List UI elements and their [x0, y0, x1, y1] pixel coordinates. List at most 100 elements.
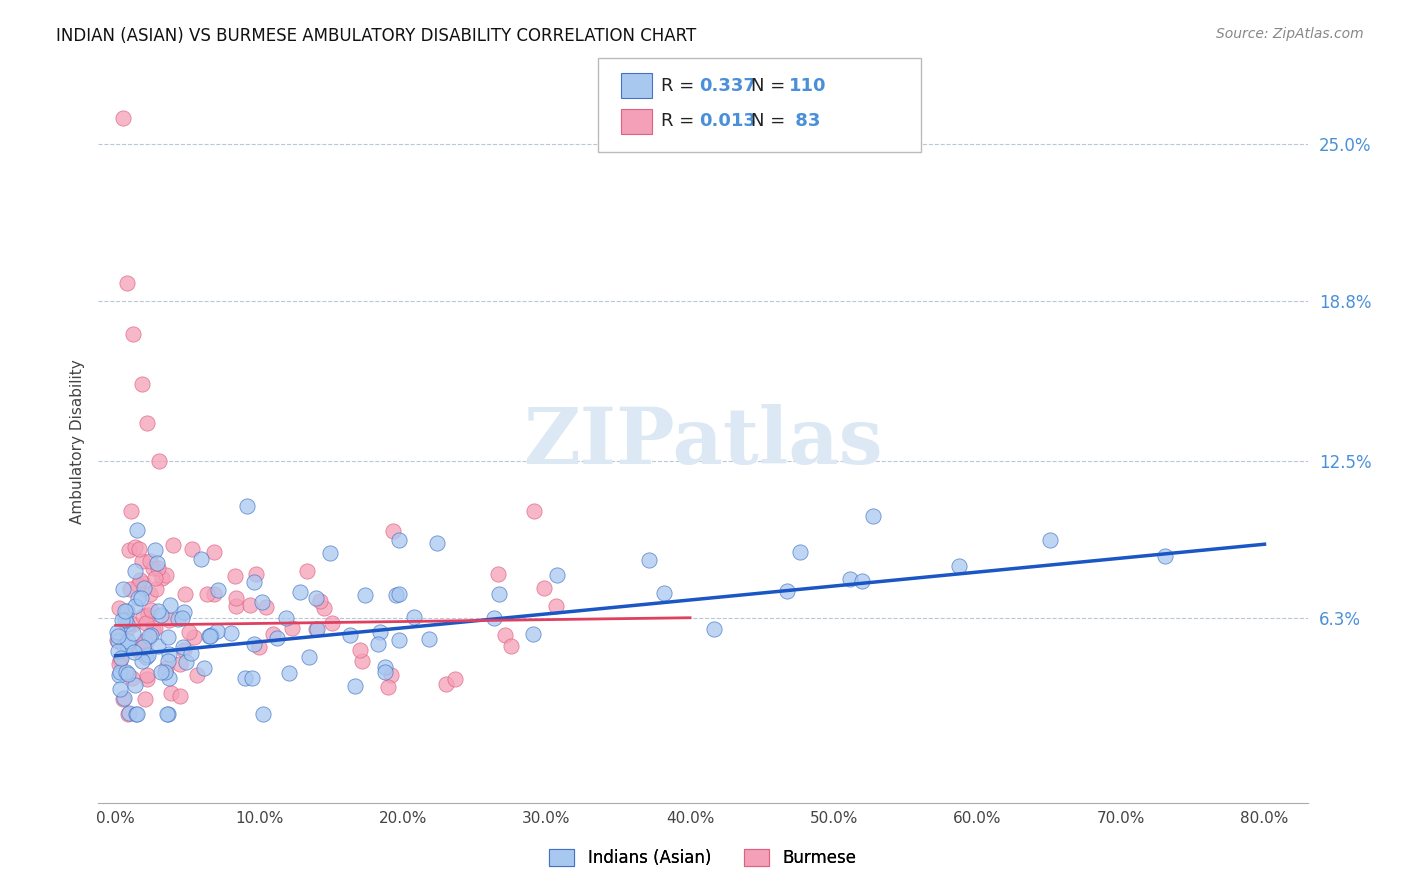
Point	[127, 578, 149, 592]
Point	[180, 646, 202, 660]
Point	[122, 645, 145, 659]
Point	[277, 666, 299, 681]
Point	[117, 634, 139, 648]
Point	[150, 571, 173, 585]
Point	[523, 504, 546, 518]
Point	[426, 536, 449, 550]
Point	[789, 545, 811, 559]
Point	[128, 643, 150, 657]
Point	[173, 643, 195, 657]
Point	[136, 672, 159, 686]
Point	[131, 554, 153, 568]
Point	[546, 599, 568, 613]
Point	[186, 668, 208, 682]
Point	[136, 648, 159, 663]
Point	[136, 416, 159, 430]
Point	[120, 582, 142, 597]
Point	[128, 541, 150, 556]
Point	[374, 660, 396, 674]
Point	[309, 594, 332, 608]
Point	[948, 558, 970, 573]
Point	[127, 591, 149, 606]
Point	[148, 640, 170, 654]
Point	[174, 587, 197, 601]
Point	[115, 665, 138, 679]
Point	[402, 610, 425, 624]
Point	[266, 631, 288, 645]
Point	[111, 692, 134, 706]
Text: 0.337: 0.337	[699, 77, 755, 95]
Point	[110, 613, 132, 627]
Point	[157, 654, 180, 668]
Point	[250, 595, 273, 609]
Point	[242, 637, 264, 651]
Point	[637, 553, 659, 567]
Text: ZIPatlas: ZIPatlas	[523, 403, 883, 480]
Point	[155, 568, 177, 582]
Point	[159, 613, 181, 627]
Point	[114, 604, 136, 618]
Point	[146, 604, 169, 618]
Point	[546, 568, 568, 582]
Text: 0.013: 0.013	[699, 112, 755, 130]
Point	[312, 600, 335, 615]
Point	[107, 629, 129, 643]
Point	[121, 617, 143, 632]
Text: INDIAN (ASIAN) VS BURMESE AMBULATORY DISABILITY CORRELATION CHART: INDIAN (ASIAN) VS BURMESE AMBULATORY DIS…	[56, 27, 696, 45]
Point	[305, 622, 328, 636]
Point	[374, 665, 396, 680]
Point	[202, 587, 225, 601]
Point	[486, 566, 509, 581]
Point	[839, 572, 862, 586]
Point	[142, 561, 165, 575]
Point	[169, 689, 191, 703]
Point	[654, 585, 676, 599]
Point	[321, 616, 343, 631]
Point	[353, 588, 375, 602]
Point	[124, 678, 146, 692]
Point	[339, 627, 361, 641]
Text: R =: R =	[661, 77, 700, 95]
Point	[418, 632, 440, 647]
Point	[172, 640, 194, 654]
Point	[121, 625, 143, 640]
Point	[183, 630, 205, 644]
Point	[118, 706, 141, 721]
Point	[114, 613, 136, 627]
Point	[280, 621, 302, 635]
Point	[105, 624, 128, 639]
Point	[115, 622, 138, 636]
Point	[242, 574, 264, 589]
Point	[240, 671, 263, 685]
Point	[367, 638, 389, 652]
Point	[202, 545, 225, 559]
Point	[115, 604, 138, 618]
Point	[145, 582, 167, 597]
Point	[132, 581, 155, 595]
Point	[135, 650, 157, 665]
Point	[247, 640, 270, 654]
Point	[108, 681, 131, 696]
Text: 83: 83	[789, 112, 820, 130]
Point	[349, 642, 371, 657]
Point	[124, 599, 146, 614]
Point	[124, 564, 146, 578]
Point	[114, 607, 136, 621]
Point	[112, 691, 135, 706]
Point	[148, 561, 170, 575]
Point	[138, 629, 160, 643]
Text: R =: R =	[661, 112, 700, 130]
Point	[533, 581, 555, 595]
Point	[131, 640, 153, 654]
Point	[162, 538, 184, 552]
Point	[276, 611, 298, 625]
Point	[139, 603, 162, 617]
Point	[107, 644, 129, 658]
Point	[176, 655, 198, 669]
Point	[108, 668, 131, 682]
Point	[298, 650, 321, 665]
Point	[522, 626, 544, 640]
Point	[138, 554, 160, 568]
Point	[157, 671, 180, 685]
Point	[180, 542, 202, 557]
